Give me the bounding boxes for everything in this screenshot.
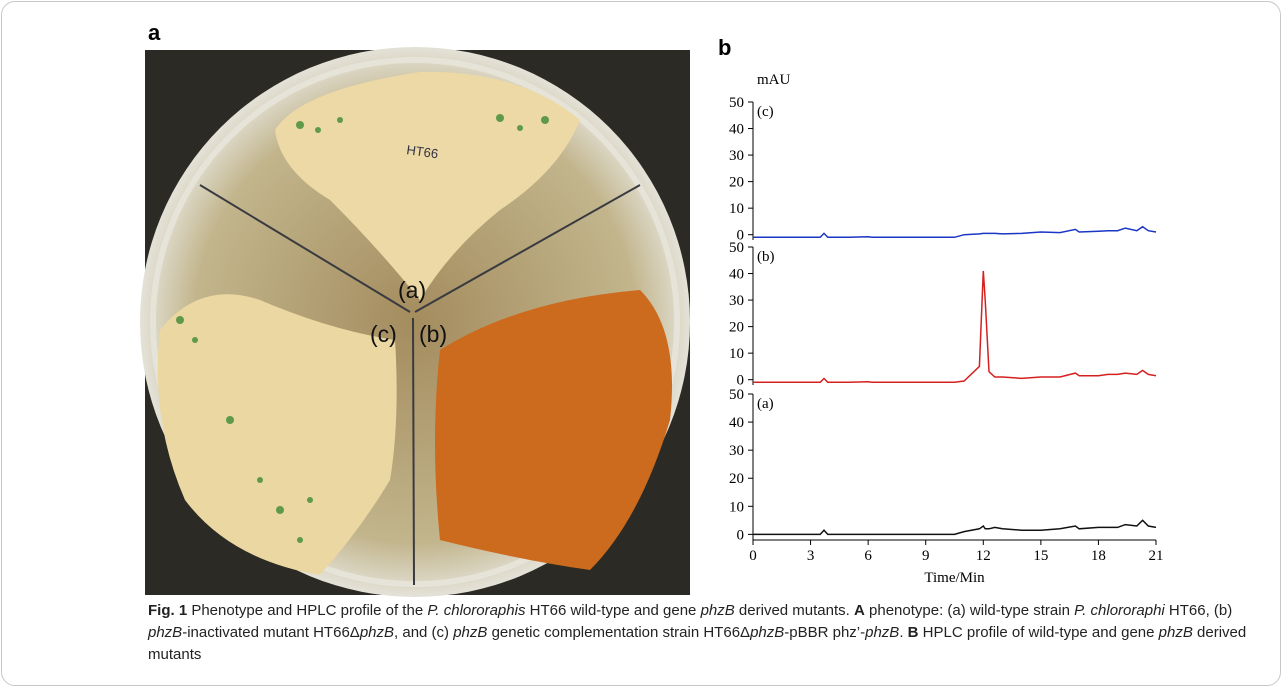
panel-annotation: (a) — [757, 396, 774, 412]
y-tick-label: 40 — [729, 267, 744, 283]
y-tick-label: 10 — [729, 346, 744, 362]
y-tick-label: 20 — [729, 320, 744, 336]
caption-text: derived mutants. — [734, 602, 854, 619]
caption-text: , and (c) — [394, 624, 454, 641]
caption-text: HT66 wild-type and gene — [525, 602, 701, 619]
caption-text: phenotype: (a) wild-type strain — [864, 602, 1075, 619]
y-tick-label: 30 — [729, 443, 744, 459]
y-tick-label: 10 — [729, 201, 744, 217]
handwriting: HT66 — [406, 142, 440, 161]
x-tick-label: 9 — [922, 548, 930, 564]
caption-text: phzB — [865, 624, 900, 641]
x-tick-label: 21 — [1149, 548, 1164, 564]
caption-text: B — [907, 624, 919, 641]
line-series — [753, 225, 1157, 239]
y-tick-label: 10 — [729, 499, 744, 515]
y-axis-label: mAU — [757, 72, 791, 88]
y-tick-label: 0 — [737, 228, 745, 244]
plate-label: (b) — [419, 321, 447, 347]
x-tick-label: 18 — [1091, 548, 1106, 564]
x-tick-label: 0 — [749, 548, 757, 564]
caption-text: phzB — [750, 624, 785, 641]
y-tick-label: 0 — [737, 373, 745, 389]
caption-text: P. chlororaphi — [1074, 602, 1165, 619]
x-tick-label: 12 — [976, 548, 991, 564]
y-tick-label: 40 — [729, 122, 744, 138]
plate-label: (a) — [398, 277, 426, 303]
x-tick-label: 6 — [864, 548, 872, 564]
caption-text: derived mutants — [148, 624, 1247, 663]
caption-text: . — [899, 624, 908, 641]
line-series — [753, 519, 1157, 536]
caption-text: -inactivated mutant HT66Δ — [182, 624, 360, 641]
y-tick-label: 40 — [729, 415, 744, 431]
y-tick-label: 20 — [729, 175, 744, 191]
panel-annotation: (c) — [757, 104, 774, 120]
x-tick-label: 3 — [807, 548, 815, 564]
plate-label: (c) — [370, 321, 397, 347]
caption-text: phzB — [1158, 624, 1193, 641]
y-tick-label: 20 — [729, 471, 744, 487]
y-tick-label: 30 — [729, 148, 744, 164]
y-tick-label: 50 — [729, 240, 744, 256]
caption-text: Phenotype and HPLC profile of the — [187, 602, 428, 619]
caption-text: A — [854, 602, 865, 619]
caption-text: phzB — [453, 624, 488, 641]
panel-label: a — [148, 20, 161, 45]
x-axis-label: Time/Min — [924, 570, 985, 586]
caption-text: P. chlororaphis — [427, 602, 526, 619]
y-tick-label: 50 — [729, 387, 744, 403]
caption-text: Fig. 1 — [148, 602, 188, 619]
y-tick-label: 30 — [729, 293, 744, 309]
caption-text: HPLC profile of wild-type and gene — [918, 624, 1159, 641]
panel-annotation: (b) — [757, 249, 775, 265]
line-series — [753, 270, 1157, 384]
x-tick-label: 15 — [1033, 548, 1048, 564]
plate-photo — [140, 47, 690, 597]
figure-caption: Fig. 1 Phenotype and HPLC profile of the… — [148, 600, 1258, 666]
panel-label: b — [718, 35, 731, 60]
caption-text: -pBBR phz’- — [784, 624, 866, 641]
caption-text: phzB — [148, 624, 183, 641]
figure: a HT66 (a) (c) (b) b 01020304050mAU(c)01… — [140, 20, 1164, 597]
caption-text: phzB — [359, 624, 395, 641]
caption-text: genetic complementation strain HT66Δ — [487, 624, 751, 641]
y-tick-label: 50 — [729, 95, 744, 111]
caption-text: phzB — [700, 602, 735, 619]
y-tick-label: 0 — [737, 527, 745, 543]
caption-text: HT66, (b) — [1164, 602, 1233, 619]
